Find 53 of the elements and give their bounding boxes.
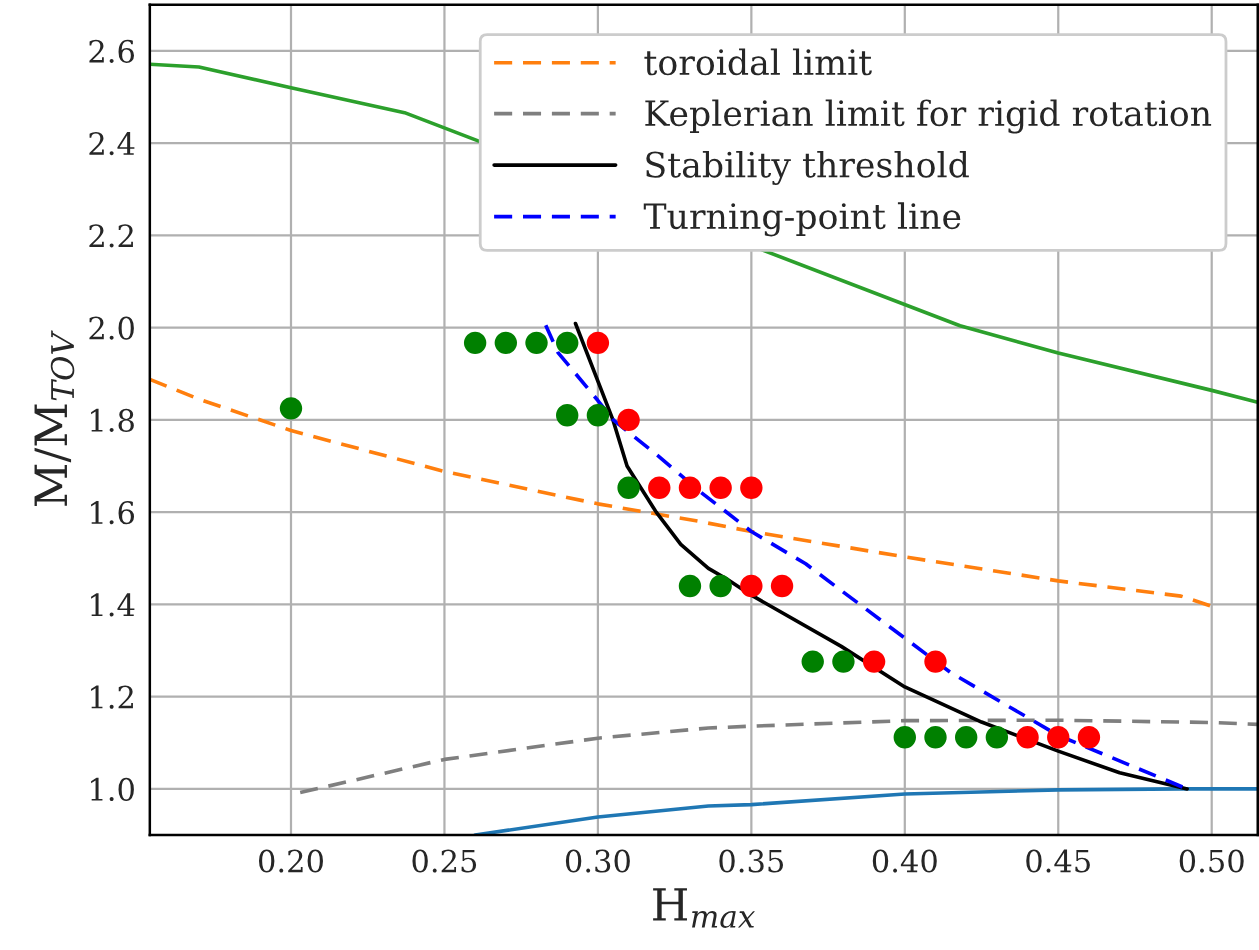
point bbox=[648, 476, 671, 499]
point bbox=[463, 331, 487, 355]
point bbox=[832, 650, 855, 673]
y-tick-label: 2.2 bbox=[89, 224, 133, 248]
point bbox=[740, 574, 763, 598]
point bbox=[678, 476, 702, 499]
y-tick-label: 2.6 bbox=[89, 39, 135, 63]
x-tick-label: 0.45 bbox=[1026, 849, 1090, 873]
x-tick-label: 0.30 bbox=[565, 849, 630, 873]
point bbox=[494, 331, 518, 355]
point bbox=[1077, 726, 1101, 749]
x-tick-label: 0.20 bbox=[258, 849, 323, 873]
legend-label: Stability threshold bbox=[646, 150, 969, 185]
point bbox=[924, 726, 947, 749]
y-tick-label: 1.6 bbox=[91, 501, 135, 525]
point bbox=[924, 650, 947, 673]
x-tick-label: 0.50 bbox=[1179, 849, 1244, 873]
point bbox=[709, 476, 732, 499]
point bbox=[279, 397, 303, 420]
point bbox=[709, 574, 732, 598]
point bbox=[1016, 726, 1039, 749]
y-tick-label: 1.8 bbox=[91, 408, 134, 432]
point bbox=[617, 408, 640, 432]
y-tick-label: 2.0 bbox=[89, 316, 134, 340]
y-tick-label: 1.2 bbox=[91, 685, 133, 709]
y-tick-label: 1.4 bbox=[91, 593, 135, 617]
point bbox=[985, 726, 1009, 749]
point bbox=[801, 650, 824, 673]
point bbox=[740, 476, 763, 499]
x-tick-label: 0.25 bbox=[412, 849, 477, 873]
legend-label: Turning-point line bbox=[643, 202, 961, 237]
line-series bbox=[298, 718, 1258, 795]
point bbox=[862, 650, 886, 673]
point bbox=[678, 574, 702, 598]
legend-label: Keplerian limit for rigid rotation bbox=[645, 99, 1212, 134]
point bbox=[1047, 726, 1070, 749]
legend-label: toroidal limit bbox=[644, 48, 872, 76]
point bbox=[770, 574, 794, 598]
point bbox=[525, 331, 548, 355]
y-tick-label: 1.0 bbox=[91, 777, 134, 801]
y-axis-title: M/M$_{TOV}$ bbox=[34, 330, 75, 506]
point bbox=[586, 404, 610, 427]
point bbox=[617, 476, 640, 499]
y-tick-label: 2.4 bbox=[89, 132, 135, 156]
point bbox=[954, 726, 978, 749]
point bbox=[586, 331, 610, 355]
x-tick-label: 0.40 bbox=[872, 849, 937, 873]
x-axis-title: H$_{max}$ bbox=[653, 888, 755, 928]
x-tick-label: 0.35 bbox=[719, 849, 784, 873]
point bbox=[893, 726, 916, 749]
point bbox=[556, 331, 579, 355]
line-series bbox=[473, 787, 1258, 836]
point bbox=[556, 404, 579, 427]
